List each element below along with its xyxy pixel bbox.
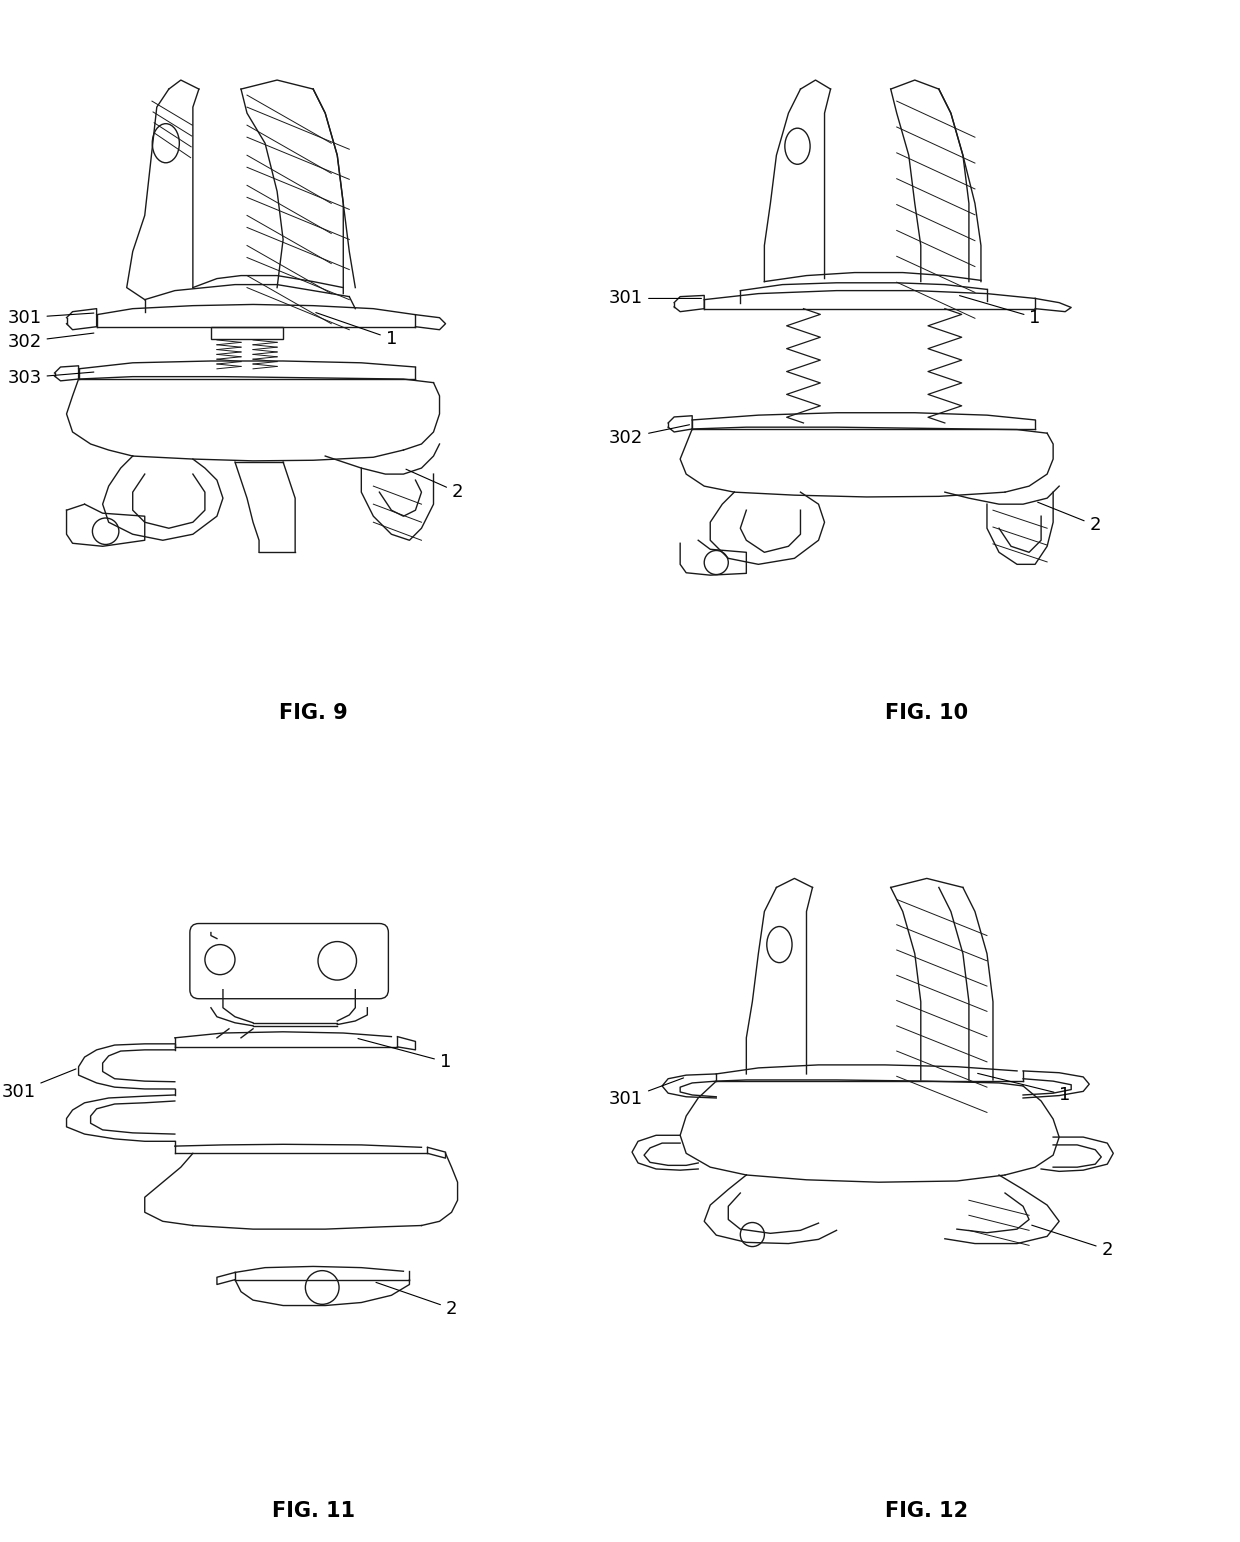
Text: 2: 2: [1038, 503, 1101, 534]
Text: 1: 1: [316, 313, 397, 348]
Text: 1: 1: [358, 1039, 451, 1070]
Text: 301: 301: [609, 1078, 683, 1109]
Text: FIG. 12: FIG. 12: [885, 1500, 968, 1520]
Text: 301: 301: [7, 308, 94, 327]
Text: 301: 301: [609, 290, 702, 307]
Text: 1: 1: [977, 1073, 1071, 1104]
Text: 2: 2: [405, 469, 464, 501]
Text: 303: 303: [7, 369, 94, 387]
Text: 2: 2: [1032, 1226, 1114, 1258]
Text: FIG. 9: FIG. 9: [279, 703, 347, 723]
Text: FIG. 10: FIG. 10: [885, 703, 968, 723]
Text: 302: 302: [7, 333, 94, 350]
Text: FIG. 11: FIG. 11: [272, 1500, 355, 1520]
Text: 302: 302: [609, 424, 689, 447]
Text: 1: 1: [960, 296, 1040, 327]
Text: 2: 2: [376, 1283, 458, 1317]
Text: 301: 301: [1, 1069, 76, 1101]
